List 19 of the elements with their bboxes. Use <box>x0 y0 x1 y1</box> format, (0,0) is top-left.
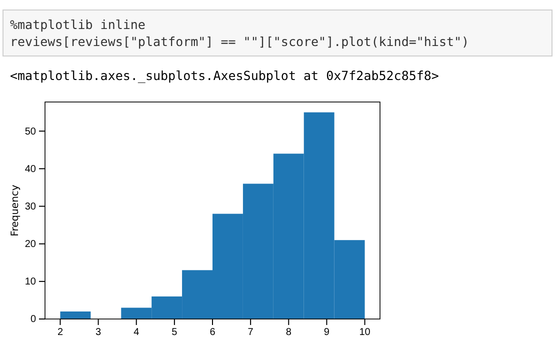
y-tick-label: 50 <box>24 126 36 138</box>
text: %matplotlib inline <box>10 17 146 32</box>
x-tick-label: 4 <box>134 327 140 338</box>
x-tick-label: 5 <box>172 327 178 338</box>
x-tick-label: 9 <box>324 327 330 338</box>
y-tick-label: 40 <box>24 164 36 175</box>
y-tick-label: 30 <box>24 201 36 212</box>
y-tick-label: 10 <box>24 276 36 288</box>
x-tick-label: 10 <box>359 327 371 338</box>
y-tick-label: 0 <box>30 314 36 326</box>
x-tick-label: 3 <box>96 327 102 338</box>
y-axis-title: Frequency <box>10 184 21 236</box>
text: reviews[reviews["platform"] == ""]["score"].plot(kind="hist") <box>10 34 470 49</box>
x-tick-label: 8 <box>286 327 292 338</box>
x-tick-label: 2 <box>57 327 64 338</box>
y-tick-label: 20 <box>24 239 36 250</box>
x-tick-label: 7 <box>248 327 254 338</box>
x-tick-label: 6 <box>210 327 216 338</box>
text: <matplotlib.axes._subplots.AxesSubplot at 0x7f2ab52c85f8> <box>10 68 439 83</box>
